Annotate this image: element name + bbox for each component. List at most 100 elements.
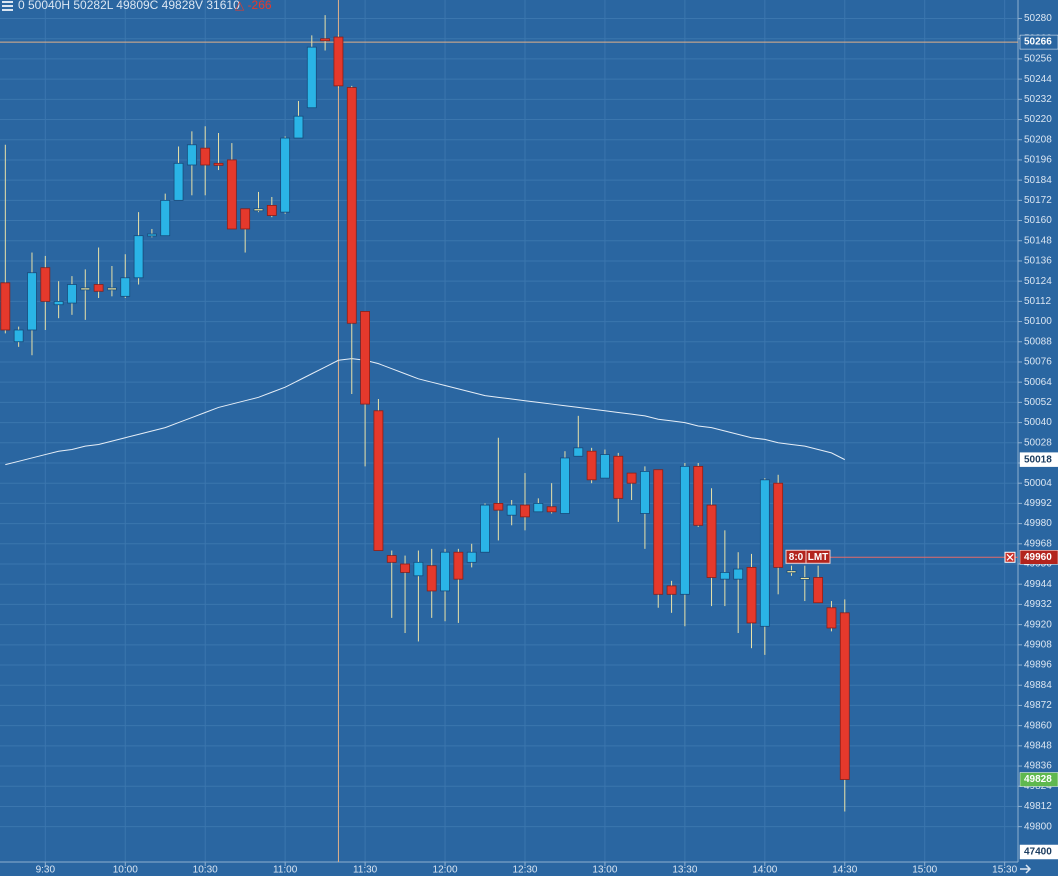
candle-body — [759, 479, 770, 627]
volume-scale: 47400 — [1024, 847, 1052, 858]
y-tick-label: 49800 — [1024, 821, 1052, 832]
cancel-x — [1006, 553, 1014, 561]
y-tick-label: 49872 — [1024, 700, 1052, 711]
candle-body — [253, 208, 264, 212]
y-tick-label: 50196 — [1024, 155, 1052, 166]
candle-body — [133, 235, 144, 279]
candle-body — [280, 137, 291, 213]
candle-body — [613, 455, 624, 499]
y-tick-label: 50256 — [1024, 54, 1052, 65]
y-tick-label: 50100 — [1024, 316, 1052, 327]
x-tick-label: 9:30 — [36, 865, 56, 876]
candle-body — [40, 267, 51, 302]
y-tick-label: 49896 — [1024, 660, 1052, 671]
candle-body — [573, 447, 584, 457]
crosshair-price-box — [1019, 34, 1058, 50]
candle-body — [266, 204, 277, 216]
candle-body — [147, 233, 157, 237]
candle-body — [466, 551, 477, 563]
scroll-right[interactable] — [1020, 864, 1032, 874]
candle-body — [719, 572, 730, 580]
candle-body — [813, 577, 824, 604]
menu-icon[interactable] — [2, 1, 13, 11]
x-tick-label: 13:00 — [592, 865, 617, 876]
moving-average — [5, 358, 846, 466]
candle-body — [520, 504, 530, 518]
candle-body — [733, 568, 744, 580]
order-type-box — [805, 549, 831, 564]
candle-body — [626, 472, 637, 484]
candle-body — [53, 300, 64, 306]
order-qty: 8:0 — [789, 552, 804, 563]
y-tick-label: 50172 — [1024, 195, 1052, 206]
candle-body — [67, 284, 77, 304]
candle-body — [640, 471, 650, 514]
y-tick-label: 50208 — [1024, 134, 1052, 145]
candle-body — [0, 282, 11, 331]
y-tick-label: 49884 — [1024, 680, 1052, 691]
y-tick-label: 49836 — [1024, 761, 1052, 772]
candle-body — [373, 410, 384, 551]
y-tick-label: 49920 — [1024, 619, 1052, 630]
candle-body — [346, 87, 357, 324]
x-tick-label: 14:00 — [752, 865, 777, 876]
candle-body — [240, 208, 251, 230]
candle-body — [533, 502, 544, 513]
y-tick-label: 50112 — [1024, 296, 1052, 307]
y-tick-label: 50004 — [1024, 478, 1052, 489]
y-tick-label: 50028 — [1024, 437, 1052, 448]
x-tick-label: 12:30 — [512, 865, 537, 876]
candle-body — [306, 46, 317, 109]
ma-price-box — [1019, 452, 1058, 467]
y-tick-label: 50052 — [1024, 397, 1052, 408]
ohlc-header: 0 50040H 50282L 49809C 49828V 31610 — [18, 0, 240, 12]
candle-body — [80, 287, 91, 291]
candle-body — [27, 272, 37, 331]
y-tick-label: 49812 — [1024, 801, 1052, 812]
x-tick-label: 10:30 — [193, 865, 218, 876]
candle-body — [93, 284, 104, 292]
y-tick-label: 49980 — [1024, 518, 1052, 529]
x-tick-label: 11:30 — [353, 865, 378, 876]
change-header: △ -266 — [235, 0, 272, 12]
x-tick-label: 12:00 — [433, 865, 458, 876]
menu-bar — [2, 5, 13, 7]
cancel-order[interactable] — [1004, 551, 1016, 563]
candle-body — [693, 465, 704, 526]
x-tick-label: 15:00 — [912, 865, 937, 876]
menu-bar — [2, 1, 13, 3]
x-tick-label: 10:00 — [113, 865, 138, 876]
y-tick-label: 49848 — [1024, 740, 1052, 751]
order-price-box — [1019, 550, 1058, 565]
candle-body — [706, 504, 717, 578]
candle-body — [480, 504, 490, 553]
candle-body — [293, 115, 304, 139]
y-tick-label: 49860 — [1024, 720, 1052, 731]
y-tick-label: 50232 — [1024, 94, 1052, 105]
y-tick-label: 49968 — [1024, 538, 1052, 549]
candle-body — [440, 551, 450, 592]
candle-body — [546, 506, 557, 513]
x-tick-label: 14:30 — [832, 865, 857, 876]
candle-body — [360, 311, 370, 405]
y-tick-label: 49908 — [1024, 639, 1052, 650]
y-tick-label: 50244 — [1024, 74, 1052, 85]
candle-body — [200, 147, 211, 166]
y-tick-label: 50148 — [1024, 235, 1052, 246]
y-tick-label: 50076 — [1024, 357, 1052, 368]
crosshair-price: 50266 — [1024, 37, 1052, 48]
y-tick-label: 49992 — [1024, 498, 1052, 509]
y-tick-label: 50088 — [1024, 336, 1052, 347]
y-tick-label: 49944 — [1024, 579, 1052, 590]
candle-body — [666, 585, 677, 595]
candle-body — [560, 457, 570, 514]
ma-price: 50018 — [1024, 454, 1052, 465]
candle-body — [786, 570, 797, 574]
x-tick-label: 15:30 — [992, 865, 1017, 876]
y-tick-label: 50136 — [1024, 256, 1052, 267]
y-tick-label: 50064 — [1024, 377, 1052, 388]
candle-body — [107, 287, 117, 291]
last-price: 49828 — [1024, 774, 1052, 785]
